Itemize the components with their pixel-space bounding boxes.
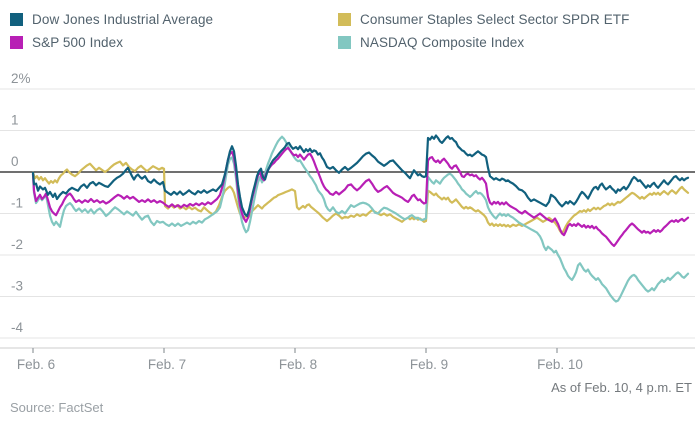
x-axis-label-feb-10: Feb. 10 [537, 357, 583, 372]
y-axis-label--1: -1 [11, 196, 23, 211]
source-credit: Source: FactSet [10, 400, 104, 415]
legend: Dow Jones Industrial Average S&P 500 Ind… [10, 8, 630, 54]
series-line-dow-jones-industrial-average [31, 134, 690, 218]
legend-item-dow-jones: Dow Jones Industrial Average [10, 8, 338, 31]
legend-label-nasdaq: NASDAQ Composite Index [360, 35, 525, 50]
y-axis-label--4: -4 [11, 320, 23, 335]
nasdaq-swatch-icon [338, 36, 351, 49]
y-axis-label--3: -3 [11, 279, 23, 294]
y-axis-label--2: -2 [11, 237, 23, 252]
series-line-s-p-500-index [31, 146, 690, 247]
series-line-nasdaq-composite-index [31, 135, 690, 303]
legend-item-consumer-staples: Consumer Staples Select Sector SPDR ETF [338, 8, 630, 31]
legend-label-sp500: S&P 500 Index [32, 35, 124, 50]
x-axis-label-feb-6: Feb. 6 [17, 357, 55, 372]
legend-label-consumer-staples: Consumer Staples Select Sector SPDR ETF [360, 12, 630, 27]
legend-item-nasdaq: NASDAQ Composite Index [338, 31, 630, 54]
series-line-consumer-staples-select-sector-spdr-etf [31, 160, 690, 235]
as-of-note: As of Feb. 10, 4 p.m. ET [551, 380, 692, 395]
x-axis-label-feb-7: Feb. 7 [148, 357, 186, 372]
x-axis-label-feb-9: Feb. 9 [410, 357, 448, 372]
y-axis-label-2: 2% [11, 71, 31, 86]
consumer-staples-swatch-icon [338, 13, 351, 26]
legend-item-sp500: S&P 500 Index [10, 31, 338, 54]
dow-jones-swatch-icon [10, 13, 23, 26]
y-axis-label-0: 0 [11, 154, 19, 169]
x-axis-label-feb-8: Feb. 8 [279, 357, 317, 372]
y-axis-label-1: 1 [11, 113, 19, 128]
legend-label-dow-jones: Dow Jones Industrial Average [32, 12, 214, 27]
sp500-swatch-icon [10, 36, 23, 49]
